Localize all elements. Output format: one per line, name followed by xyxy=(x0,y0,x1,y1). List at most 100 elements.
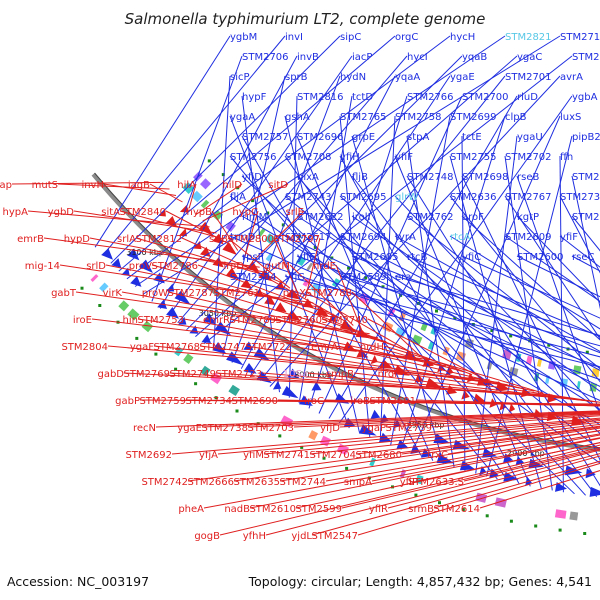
gene-label: gutM xyxy=(265,261,290,272)
gene-label: STM2694 xyxy=(340,232,387,243)
marker-dot xyxy=(300,445,304,449)
leader-line xyxy=(171,417,600,455)
gene-label: sitA xyxy=(101,207,120,218)
minus-gene-arrow xyxy=(179,204,188,213)
marker-dot xyxy=(345,466,349,470)
gene-label: STM2738 xyxy=(201,423,248,434)
gene-label: emrB xyxy=(17,234,44,245)
leader-line xyxy=(341,447,600,509)
leader-line xyxy=(177,55,408,324)
marker-dot xyxy=(80,286,84,290)
gene-label: STM2547 xyxy=(311,531,358,542)
gene-label: fljB xyxy=(352,172,368,183)
minus-gene-arrow xyxy=(393,365,410,376)
marker-dot xyxy=(251,199,255,203)
gene-label: emrR xyxy=(203,315,230,326)
gene-label: yfiR xyxy=(369,504,388,515)
gene-label: rluD xyxy=(517,92,538,103)
gene-label: ygbD xyxy=(48,207,75,218)
gene-label: STM2760 xyxy=(275,315,322,326)
gene-label: hypC xyxy=(232,207,258,218)
plus-gene-arrow xyxy=(127,248,140,261)
leader-line xyxy=(399,372,600,403)
leader-line xyxy=(431,415,600,428)
cog-block xyxy=(127,308,140,321)
leader-line xyxy=(186,55,463,331)
leader-line xyxy=(415,399,600,407)
marker-dot xyxy=(297,234,301,238)
gene-label: rtcB xyxy=(407,252,428,263)
leader-line xyxy=(119,210,224,240)
leader-line xyxy=(202,183,289,222)
leader-line xyxy=(321,318,473,376)
leader-line xyxy=(351,291,421,357)
gene-label: STM2761 xyxy=(213,288,260,299)
gene-label: yqaB xyxy=(462,52,487,63)
leader-line xyxy=(284,235,600,388)
gene-label: STM2769 xyxy=(123,369,170,380)
leader-line xyxy=(241,215,600,426)
plus-gene-arrow xyxy=(281,385,299,399)
gene-label: emrA xyxy=(311,342,338,353)
leader-line xyxy=(73,210,217,234)
leader-line xyxy=(293,412,600,428)
leader-line xyxy=(449,195,600,383)
leader-line xyxy=(222,75,286,357)
leader-line xyxy=(195,183,243,216)
marker-dot xyxy=(558,528,562,532)
gene-label: STM2765 xyxy=(340,112,387,123)
plus-gene-arrow xyxy=(130,276,142,287)
cog-block xyxy=(191,190,203,203)
leader-line xyxy=(461,255,600,319)
leader-line xyxy=(103,183,177,196)
gene-label: STM2757 xyxy=(242,132,289,143)
gene-label: yfiM xyxy=(243,450,264,461)
leader-line xyxy=(295,441,600,509)
gene-label: STM2635 xyxy=(233,477,280,488)
leader-line xyxy=(229,318,455,370)
leader-line xyxy=(406,255,600,338)
gene-label: smpB xyxy=(326,369,354,380)
leader-line xyxy=(155,410,600,428)
gene-label: STM2812 xyxy=(135,234,182,245)
gene-label: hydN xyxy=(340,72,366,83)
gene-label: gogB xyxy=(194,531,220,542)
cog-block xyxy=(508,367,519,377)
leader-line xyxy=(337,345,535,392)
leader-line xyxy=(27,210,210,228)
gene-label: STM2666 xyxy=(187,477,234,488)
plus-gene-arrow xyxy=(166,307,179,319)
gene-label: yfiF xyxy=(560,232,578,243)
accession-text: Accession: NC_003197 xyxy=(7,574,149,589)
marker-dot xyxy=(381,285,385,289)
gene-label: gshA xyxy=(285,112,310,123)
marker-dot xyxy=(266,211,270,215)
leader-line xyxy=(307,372,589,402)
leader-line xyxy=(57,183,170,190)
leader-line xyxy=(203,434,600,509)
marker-dot xyxy=(485,514,489,518)
gene-label: yfjD xyxy=(320,423,340,434)
minus-gene-arrow xyxy=(212,257,224,268)
minus-gene-arrow xyxy=(274,302,287,313)
gene-label: STM2789 xyxy=(229,315,276,326)
leader-line xyxy=(325,433,600,482)
gene-label: invH xyxy=(81,180,104,191)
leader-line xyxy=(311,455,600,536)
plus-gene-arrow xyxy=(358,424,377,436)
gene-label: proX xyxy=(283,288,306,299)
leader-line xyxy=(183,318,447,367)
gene-label: hilA xyxy=(177,180,196,191)
gene-label: rimM xyxy=(242,212,267,223)
gene-label: yqaA xyxy=(395,72,420,83)
marker-dot xyxy=(364,276,368,280)
leader-line xyxy=(305,291,412,354)
gene-label: iroC xyxy=(304,396,324,407)
gene-label: STM2741 xyxy=(263,450,310,461)
gene-label: STM2816 xyxy=(297,92,344,103)
gene-label: STM2700 xyxy=(462,92,509,103)
marker-dot xyxy=(154,352,158,356)
leader-line xyxy=(187,425,600,482)
cog-block xyxy=(525,355,533,365)
gene-labels: ygbM invI sipC orgC hycH STM2821 STM2717 STM270… xyxy=(0,32,600,542)
